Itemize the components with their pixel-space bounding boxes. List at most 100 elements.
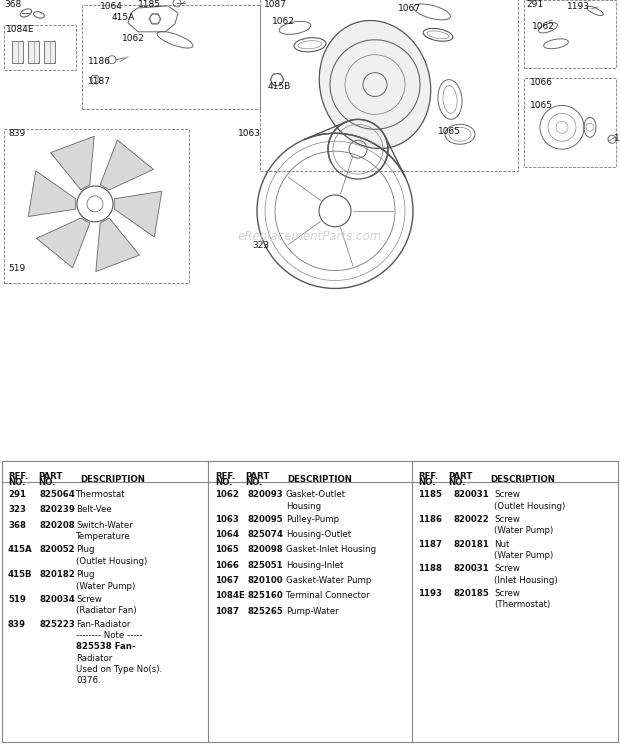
Polygon shape: [96, 218, 140, 272]
Text: NO.: NO.: [418, 478, 435, 487]
Text: 1066: 1066: [530, 77, 553, 86]
Text: 1062: 1062: [272, 17, 295, 26]
Text: Gasket-Water Pump: Gasket-Water Pump: [286, 576, 371, 585]
Text: 1067: 1067: [398, 4, 421, 13]
Text: 368: 368: [8, 521, 26, 530]
Text: 1062: 1062: [215, 490, 239, 499]
Text: DESCRIPTION: DESCRIPTION: [80, 475, 145, 484]
Text: PART: PART: [448, 472, 472, 481]
Bar: [12, 41, 23, 62]
Text: Fan-Radiator: Fan-Radiator: [76, 620, 130, 629]
Text: DESCRIPTION: DESCRIPTION: [490, 475, 555, 484]
Text: (Outlet Housing): (Outlet Housing): [494, 501, 565, 510]
Text: PART: PART: [38, 472, 63, 481]
Text: 820031: 820031: [453, 564, 489, 573]
Text: Housing-Outlet: Housing-Outlet: [286, 530, 352, 539]
Text: 825223: 825223: [40, 620, 76, 629]
Polygon shape: [37, 218, 90, 268]
Text: 820182: 820182: [40, 570, 76, 579]
Text: 415B: 415B: [268, 82, 291, 91]
Text: Nut: Nut: [494, 539, 510, 548]
Text: Gasket-Inlet Housing: Gasket-Inlet Housing: [286, 545, 376, 554]
Text: NO.: NO.: [8, 478, 25, 487]
Text: 1066: 1066: [215, 561, 239, 570]
Text: 1188: 1188: [418, 564, 442, 573]
Text: 820052: 820052: [40, 545, 76, 554]
Text: NO.: NO.: [215, 478, 232, 487]
Text: Screw: Screw: [494, 564, 520, 573]
Text: 1067: 1067: [215, 576, 239, 585]
Text: 415A: 415A: [8, 545, 33, 554]
Text: Screw: Screw: [494, 490, 520, 499]
Text: 415A: 415A: [112, 13, 135, 22]
Text: 1186: 1186: [418, 515, 442, 524]
Text: Housing-Inlet: Housing-Inlet: [286, 561, 343, 570]
Text: NO.: NO.: [38, 478, 56, 487]
Text: REF.: REF.: [215, 472, 235, 481]
Text: 820031: 820031: [453, 490, 489, 499]
Text: 820034: 820034: [40, 595, 76, 604]
Text: 820208: 820208: [40, 521, 76, 530]
Polygon shape: [51, 136, 94, 190]
Text: 825064: 825064: [40, 490, 76, 499]
Text: 820239: 820239: [40, 505, 76, 514]
Text: Radiator: Radiator: [76, 654, 112, 663]
Polygon shape: [100, 140, 154, 190]
Text: NO.: NO.: [245, 478, 262, 487]
Text: (Water Pump): (Water Pump): [494, 526, 553, 535]
Text: 1065: 1065: [530, 101, 553, 110]
Text: Screw: Screw: [494, 589, 520, 598]
Text: 519: 519: [8, 595, 26, 604]
Text: 1185: 1185: [138, 0, 161, 9]
Text: 1064: 1064: [100, 2, 123, 11]
Text: 1185: 1185: [418, 490, 442, 499]
Text: 323: 323: [8, 505, 26, 514]
Text: 820095: 820095: [248, 515, 283, 524]
Bar: [4, 129, 189, 283]
Text: 519: 519: [8, 263, 25, 272]
Text: DESCRIPTION: DESCRIPTION: [287, 475, 352, 484]
Text: 820022: 820022: [453, 515, 489, 524]
Text: -------- Note -----: -------- Note -----: [76, 631, 143, 640]
Text: PART: PART: [245, 472, 269, 481]
Text: Plug: Plug: [76, 545, 94, 554]
Text: 820098: 820098: [248, 545, 284, 554]
Text: Gasket-Outlet: Gasket-Outlet: [286, 490, 346, 499]
Text: 1062: 1062: [532, 22, 555, 31]
Text: Pump-Water: Pump-Water: [286, 606, 339, 616]
Text: 839: 839: [8, 620, 26, 629]
Text: 1065: 1065: [215, 545, 239, 554]
Text: REF.: REF.: [8, 472, 29, 481]
Bar: [260, 0, 518, 171]
Text: Screw: Screw: [494, 515, 520, 524]
Bar: [82, 5, 260, 109]
Text: 825265: 825265: [248, 606, 284, 616]
Text: 291: 291: [526, 0, 543, 9]
Text: (Thermostat): (Thermostat): [494, 600, 551, 609]
Text: 820181: 820181: [453, 539, 489, 548]
Text: (Inlet Housing): (Inlet Housing): [494, 576, 557, 585]
Text: 1193: 1193: [567, 2, 590, 11]
Text: 1186: 1186: [88, 57, 111, 65]
Text: 825051: 825051: [248, 561, 283, 570]
Polygon shape: [114, 191, 162, 237]
Text: 825074: 825074: [248, 530, 284, 539]
Bar: [524, 77, 616, 167]
Text: 1087: 1087: [264, 0, 287, 9]
Text: Pulley-Pump: Pulley-Pump: [286, 515, 339, 524]
Bar: [4, 25, 76, 70]
Text: Plug: Plug: [76, 570, 94, 579]
Text: 1087: 1087: [215, 606, 239, 616]
Text: 368: 368: [4, 0, 21, 9]
Text: 1062: 1062: [122, 33, 145, 43]
Text: 1187: 1187: [418, 539, 442, 548]
Text: 825160: 825160: [248, 591, 284, 600]
Text: Screw: Screw: [76, 595, 102, 604]
Text: 1063: 1063: [215, 515, 239, 524]
Text: Temperature: Temperature: [76, 532, 131, 541]
Text: (Outlet Housing): (Outlet Housing): [76, 557, 148, 566]
Text: Terminal Connector: Terminal Connector: [286, 591, 370, 600]
Text: 1188: 1188: [614, 134, 620, 144]
Text: 1084E: 1084E: [6, 25, 35, 34]
Text: 839: 839: [8, 129, 25, 138]
